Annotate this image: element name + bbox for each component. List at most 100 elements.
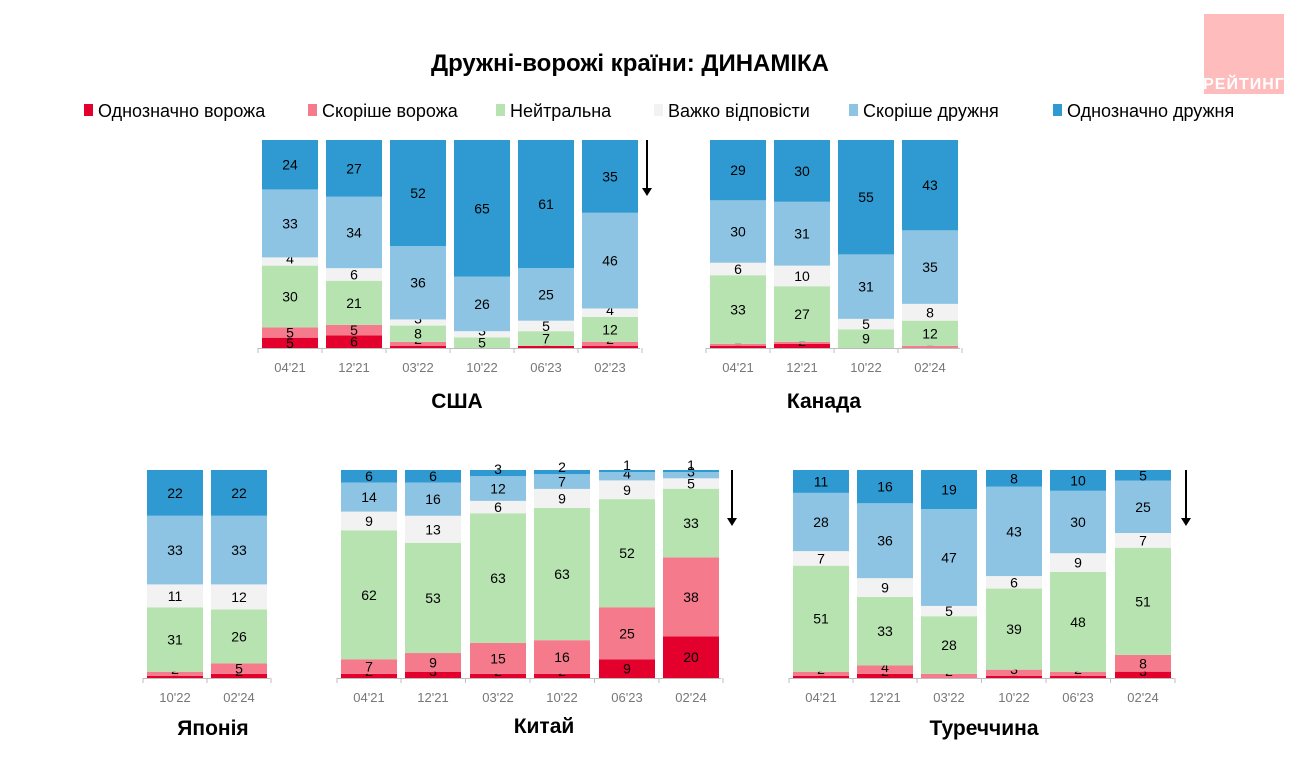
bar-segment-китай-5-2 — [663, 488, 719, 558]
bar-segment-китай-1-1 — [405, 653, 461, 672]
value-label-канада-0-3: 6 — [734, 261, 742, 277]
tick-label-туреччина-1: 12'21 — [869, 690, 900, 705]
bar-segment-туреччина-0-0 — [793, 675, 849, 678]
value-label-сша-1-1: 5 — [350, 322, 358, 338]
bar-segment-канада-1-2 — [774, 286, 830, 342]
bar-segment-канада-0-5 — [710, 140, 766, 201]
bar-segment-сша-4-5 — [518, 140, 574, 269]
bar-segment-сша-5-2 — [582, 316, 638, 342]
bar-segment-сша-3-2 — [454, 337, 510, 348]
bar-segment-туреччина-2-5 — [921, 470, 977, 510]
value-label-японія-0-4: 33 — [167, 542, 183, 558]
bar-segment-туреччина-3-3 — [986, 576, 1042, 589]
bar-segment-японія-0-5 — [147, 470, 203, 516]
value-label-туреччина-2-3: 5 — [945, 603, 953, 619]
bar-segment-японія-1-1 — [211, 663, 267, 674]
bar-segment-канада-1-5 — [774, 140, 830, 202]
bar-segment-сша-0-1 — [262, 327, 318, 338]
legend-label-5: Однозначно дружня — [1067, 101, 1234, 121]
tick-label-сша-0: 04'21 — [274, 360, 305, 375]
value-label-китай-3-5: 2 — [558, 459, 566, 475]
value-label-японія-1-3: 12 — [231, 589, 247, 605]
bar-segment-туреччина-1-3 — [857, 578, 913, 597]
bar-segment-канада-3-2 — [902, 320, 958, 346]
bar-segment-туреччина-3-2 — [986, 588, 1042, 670]
bar-segment-китай-0-4 — [341, 482, 397, 512]
value-label-китай-4-2: 52 — [619, 545, 635, 561]
bar-segment-сша-0-4 — [262, 189, 318, 258]
value-label-туреччина-2-2: 28 — [941, 637, 957, 653]
value-label-сша-0-0: 5 — [286, 335, 294, 351]
value-label-китай-1-4: 16 — [425, 491, 441, 507]
value-label-китай-0-2: 62 — [361, 587, 377, 603]
bar-segment-туреччина-2-3 — [921, 605, 977, 617]
legend: Однозначно ворожа Скоріше ворожа Нейтральн… — [84, 101, 1234, 121]
bar-segment-китай-3-3 — [534, 488, 590, 508]
value-label-канада-3-4: 35 — [922, 259, 938, 275]
value-label-китай-2-1: 15 — [490, 650, 506, 666]
bar-segment-туреччина-4-1 — [1050, 671, 1106, 676]
bar-segment-сша-2-1 — [390, 341, 446, 346]
page-title: Дружні-ворожі країни: ДИНАМІКА — [431, 50, 829, 77]
tick-label-сша-4: 06'23 — [530, 360, 561, 375]
bar-segment-сша-2-5 — [390, 140, 446, 247]
value-label-сша-3-4: 26 — [474, 296, 490, 312]
value-label-сша-4-3: 5 — [542, 318, 550, 334]
value-label-сша-2-4: 36 — [410, 275, 426, 291]
value-label-сша-4-5: 61 — [538, 196, 554, 212]
bar-segment-китай-3-5 — [534, 470, 590, 475]
bar-segment-китай-1-4 — [405, 482, 461, 516]
bar-segment-китай-2-1 — [470, 642, 526, 674]
bar-segment-туреччина-5-5 — [1115, 470, 1171, 481]
value-label-китай-0-4: 14 — [361, 489, 377, 505]
value-label-китай-1-1: 9 — [429, 654, 437, 670]
bar-segment-китай-3-4 — [534, 474, 590, 489]
value-label-туреччина-1-1: 4 — [881, 659, 889, 675]
value-label-сша-0-4: 33 — [282, 215, 298, 231]
bar-segment-японія-1-2 — [211, 609, 267, 664]
value-label-японія-0-5: 22 — [167, 485, 183, 501]
legend-swatch-0 — [84, 104, 93, 116]
bar-segment-японія-1-4 — [211, 515, 267, 585]
bar-segment-китай-0-2 — [341, 530, 397, 660]
bar-segment-туреччина-5-2 — [1115, 547, 1171, 655]
value-label-китай-5-0: 20 — [683, 649, 699, 665]
bar-segment-сша-2-0 — [390, 345, 446, 348]
bar-segment-сша-3-3 — [454, 331, 510, 338]
bar-segment-китай-0-5 — [341, 470, 397, 483]
bar-segment-туреччина-3-4 — [986, 486, 1042, 577]
bar-segment-японія-0-2 — [147, 607, 203, 672]
value-label-китай-4-0: 9 — [623, 661, 631, 677]
tick-label-сша-2: 03'22 — [402, 360, 433, 375]
value-label-японія-0-3: 11 — [168, 588, 183, 604]
value-label-сша-0-1: 5 — [286, 325, 294, 341]
value-label-туреччина-0-3: 7 — [817, 550, 825, 566]
bar-segment-туреччина-5-0 — [1115, 671, 1171, 678]
bar-segment-китай-2-2 — [470, 513, 526, 643]
tick-label-канада-0: 04'21 — [722, 360, 753, 375]
legend-label-2: Нейтральна — [510, 101, 612, 121]
value-label-туреччина-5-2: 51 — [1135, 593, 1151, 609]
value-label-туреччина-3-4: 43 — [1006, 523, 1022, 539]
bar-segment-китай-0-1 — [341, 659, 397, 674]
bar-segment-туреччина-0-5 — [793, 470, 849, 493]
bar-segment-сша-5-3 — [582, 308, 638, 317]
value-label-китай-5-1: 38 — [683, 589, 699, 605]
value-label-канада-0-4: 30 — [730, 224, 746, 240]
bar-segment-туреччина-4-2 — [1050, 571, 1106, 672]
bar-segment-китай-4-1 — [599, 607, 655, 660]
bar-segment-сша-3-5 — [454, 140, 510, 277]
bar-segment-сша-4-3 — [518, 320, 574, 332]
value-label-туреччина-0-4: 28 — [813, 514, 829, 530]
bar-segment-туреччина-3-1 — [986, 669, 1042, 676]
value-label-сша-2-5: 52 — [410, 185, 426, 201]
value-label-сша-3-2: 5 — [478, 335, 486, 351]
value-label-китай-1-3: 13 — [425, 521, 441, 537]
bar-segment-туреччина-1-0 — [857, 673, 913, 678]
value-label-туреччина-5-1: 8 — [1139, 655, 1147, 671]
legend-label-1: Скоріше ворожа — [322, 101, 459, 121]
tick-label-туреччина-4: 06'23 — [1062, 690, 1093, 705]
value-label-китай-0-5: 6 — [365, 468, 373, 484]
bar-segment-туреччина-2-2 — [921, 616, 977, 674]
